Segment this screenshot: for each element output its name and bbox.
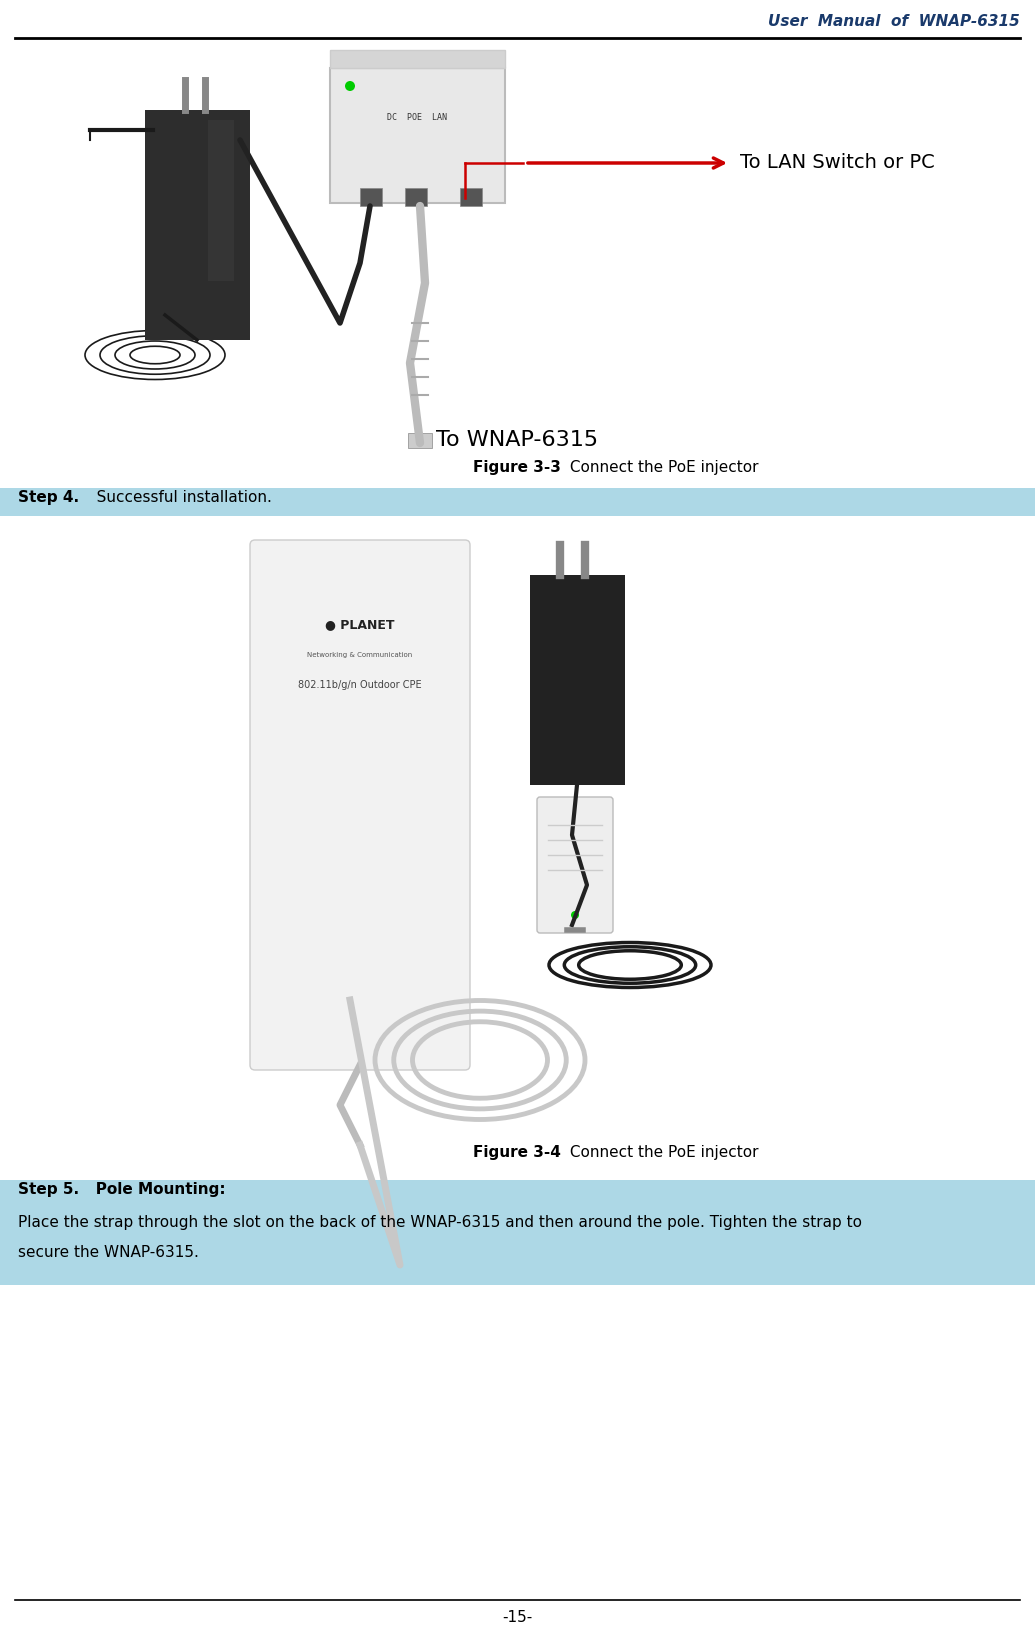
Bar: [145, 109, 250, 339]
Text: Place the strap through the slot on the back of the WNAP-6315 and then around th: Place the strap through the slot on the …: [18, 1214, 862, 1231]
Text: Connect the PoE injector: Connect the PoE injector: [565, 460, 759, 475]
Text: secure the WNAP-6315.: secure the WNAP-6315.: [18, 1245, 199, 1260]
Bar: [0, 1180, 1035, 1209]
Bar: [330, 69, 505, 202]
Bar: [408, 432, 432, 449]
FancyBboxPatch shape: [537, 796, 613, 934]
Ellipse shape: [345, 82, 355, 91]
Bar: [405, 188, 427, 206]
Text: 802.11b/g/n Outdoor CPE: 802.11b/g/n Outdoor CPE: [298, 681, 422, 690]
Bar: [360, 188, 382, 206]
Text: DC  POE  LAN: DC POE LAN: [387, 114, 447, 122]
Text: -15-: -15-: [502, 1611, 532, 1625]
Text: To WNAP-6315: To WNAP-6315: [436, 429, 598, 450]
Text: Step 5.: Step 5.: [18, 1182, 79, 1196]
Text: ● PLANET: ● PLANET: [325, 619, 394, 632]
Bar: [0, 1209, 1035, 1284]
Bar: [208, 121, 234, 281]
Text: To LAN Switch or PC: To LAN Switch or PC: [740, 153, 935, 173]
Text: Networking & Communication: Networking & Communication: [307, 653, 413, 658]
Text: Successful installation.: Successful installation.: [82, 490, 272, 504]
Bar: [530, 574, 625, 785]
FancyBboxPatch shape: [250, 540, 470, 1071]
Bar: [330, 51, 505, 69]
Bar: [460, 188, 482, 206]
Text: Connect the PoE injector: Connect the PoE injector: [565, 1146, 759, 1160]
Ellipse shape: [571, 911, 579, 919]
Text: User  Manual  of  WNAP-6315: User Manual of WNAP-6315: [768, 15, 1021, 29]
Text: Step 4.: Step 4.: [18, 490, 79, 504]
Bar: [0, 488, 1035, 516]
Text: Figure 3-3: Figure 3-3: [473, 460, 561, 475]
Text: Figure 3-4: Figure 3-4: [473, 1146, 561, 1160]
Text: Pole Mounting:: Pole Mounting:: [80, 1182, 226, 1196]
